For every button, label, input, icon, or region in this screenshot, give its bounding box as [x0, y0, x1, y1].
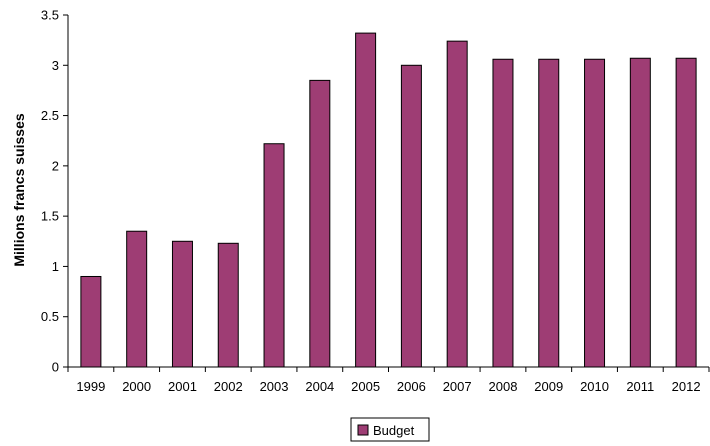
bar-2001 [171, 240, 193, 368]
x-tick-label: 2007 [443, 379, 472, 394]
bar-2002 [217, 242, 239, 368]
x-tick-label: 2006 [397, 379, 426, 394]
legend-label: Budget [373, 423, 415, 438]
y-tick-label: 0.5 [41, 309, 59, 324]
y-tick-label: 3 [52, 58, 59, 73]
y-axis-title: Millions francs suisses [11, 113, 27, 266]
x-axis: 1999 2000 2001 2002 2003 2004 2005 2006 2007 2008… [67, 367, 710, 394]
x-tick-label: 2010 [580, 379, 609, 394]
bar-2012 [675, 57, 697, 368]
bar-2006 [400, 64, 422, 368]
plot-area [67, 15, 709, 368]
bar-2011 [629, 57, 651, 368]
y-tick-label: 1 [52, 259, 59, 274]
bar-2003 [263, 143, 285, 368]
y-tick-label: 0 [52, 360, 59, 375]
legend: Budget [350, 417, 430, 442]
bar-2009 [538, 58, 560, 368]
y-tick-label: 3.5 [41, 8, 59, 23]
x-tick-label: 2004 [305, 379, 334, 394]
x-tick-label: 2012 [672, 379, 701, 394]
bars [80, 32, 697, 368]
y-tick-label: 2 [52, 158, 59, 173]
x-tick-label: 2001 [168, 379, 197, 394]
x-tick-label: 1999 [76, 379, 105, 394]
y-tick-label: 1.5 [41, 209, 59, 224]
bar-2010 [584, 58, 606, 368]
y-tick-label: 2.5 [41, 108, 59, 123]
bar-2000 [126, 230, 148, 368]
x-tick-label: 2002 [214, 379, 243, 394]
legend-swatch [357, 424, 369, 436]
x-tick-label: 2009 [534, 379, 563, 394]
legend-box [350, 417, 430, 442]
bar-2004 [309, 79, 331, 368]
x-tick-label: 2011 [626, 379, 654, 394]
y-axis: 0 0.5 1 1.5 2 2.5 3 3.5 [41, 8, 68, 375]
bar-2008 [492, 58, 514, 368]
bar-2007 [446, 40, 468, 368]
bar-2005 [355, 32, 377, 368]
x-tick-label: 2003 [260, 379, 289, 394]
bar-1999 [80, 275, 102, 368]
x-tick-label: 2000 [122, 379, 151, 394]
x-tick-label: 2005 [351, 379, 380, 394]
x-tick-label: 2008 [489, 379, 518, 394]
